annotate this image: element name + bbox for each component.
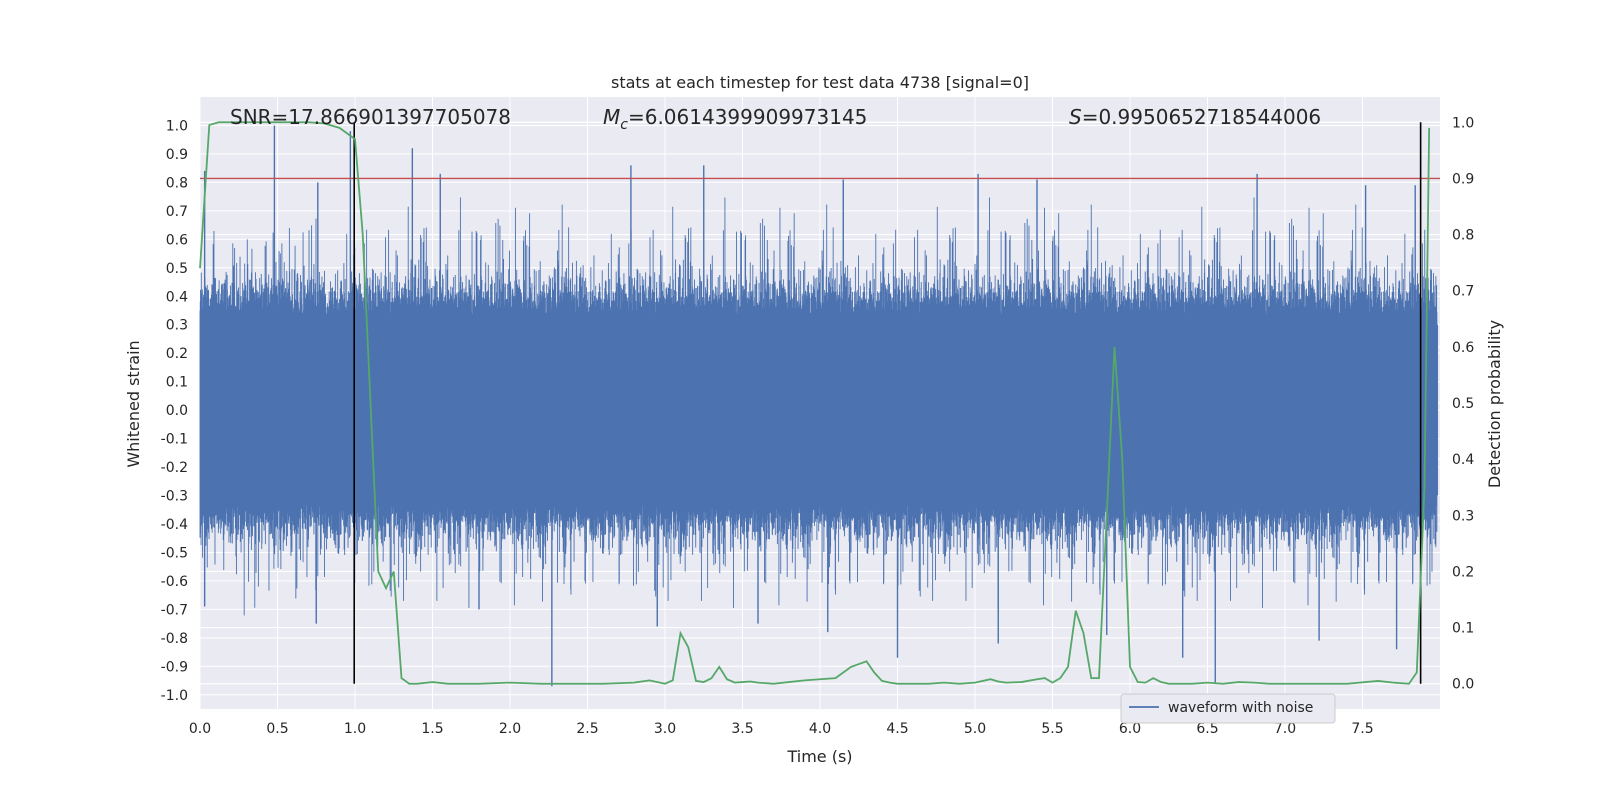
x-axis-label: Time (s) bbox=[786, 747, 852, 766]
y2-tick-label-3: 0.7 bbox=[1452, 284, 1474, 300]
legend: waveform with noise bbox=[1120, 693, 1336, 724]
y2-tick-label-5: 0.5 bbox=[1452, 396, 1474, 412]
s-symbol: S bbox=[1069, 105, 1082, 129]
y2-tick-label-10: 0.0 bbox=[1452, 677, 1474, 693]
y-tick-label-6: 0.4 bbox=[166, 289, 188, 305]
x-tick-label-1: 0.5 bbox=[266, 721, 288, 737]
y-tick-label-14: -0.4 bbox=[161, 517, 188, 533]
y2-tick-label-8: 0.2 bbox=[1452, 564, 1474, 580]
y-tick-label-2: 0.8 bbox=[166, 175, 188, 191]
waveform-core bbox=[200, 324, 1438, 496]
y-tick-label-15: -0.5 bbox=[161, 545, 188, 561]
x-tick-label-3: 1.5 bbox=[421, 721, 443, 737]
y-tick-label-13: -0.3 bbox=[161, 489, 188, 505]
legend-box bbox=[1120, 693, 1336, 724]
chirp-mass-subscript: c bbox=[620, 117, 628, 133]
s-annotation: S=0.9950652718544006 bbox=[1069, 105, 1321, 129]
plot-series bbox=[199, 121, 1440, 687]
x-axis-ticks: 0.0 0.5 1.0 1.5 2.0 2.5 3.0 3.5 4.0 4.5 5.0 5.5 6.0 6… bbox=[189, 721, 1374, 737]
y-tick-label-4: 0.6 bbox=[166, 232, 188, 248]
y2-tick-label-1: 0.9 bbox=[1452, 171, 1474, 187]
y-tick-label-10: 0.0 bbox=[166, 403, 188, 419]
y2-tick-label-6: 0.4 bbox=[1452, 452, 1474, 468]
x-tick-label-4: 2.0 bbox=[499, 721, 521, 737]
y2-axis-label: Detection probability bbox=[1485, 320, 1504, 488]
y-tick-label-16: -0.6 bbox=[161, 574, 188, 590]
y2-tick-label-9: 0.1 bbox=[1452, 621, 1474, 637]
y-tick-label-19: -0.9 bbox=[161, 659, 188, 675]
y-tick-label-18: -0.8 bbox=[161, 631, 188, 647]
y-tick-label-9: 0.1 bbox=[166, 375, 188, 391]
y-tick-label-7: 0.3 bbox=[166, 318, 188, 334]
snr-annotation: SNR=17.866901397705078 bbox=[230, 105, 511, 129]
x-tick-label-14: 7.0 bbox=[1274, 721, 1296, 737]
chart-title: stats at each timestep for test data 473… bbox=[611, 73, 1029, 92]
y-tick-label-12: -0.2 bbox=[161, 460, 188, 476]
y2-tick-label-2: 0.8 bbox=[1452, 228, 1474, 244]
s-value: =0.9950652718544006 bbox=[1082, 105, 1321, 129]
y-tick-label-20: -1.0 bbox=[161, 688, 188, 704]
x-tick-label-12: 6.0 bbox=[1119, 721, 1141, 737]
x-tick-label-8: 4.0 bbox=[809, 721, 831, 737]
x-tick-label-7: 3.5 bbox=[731, 721, 753, 737]
x-tick-label-5: 2.5 bbox=[576, 721, 598, 737]
y-tick-label-0: 1.0 bbox=[166, 118, 188, 134]
y-tick-label-1: 0.9 bbox=[166, 147, 188, 163]
legend-label: waveform with noise bbox=[1168, 700, 1313, 716]
chirp-mass-annotation: Mc=6.0614399909973145 bbox=[603, 105, 867, 133]
y-axis-ticks: 1.0 0.9 0.8 0.7 0.6 0.5 0.4 0.3 0.2 0.1 0.0 -0.1 -0.… bbox=[161, 118, 188, 703]
y2-axis-ticks: 1.0 0.9 0.8 0.7 0.6 0.5 0.4 0.3 0.2 0.1 0.0 bbox=[1452, 115, 1474, 692]
y-tick-label-11: -0.1 bbox=[161, 432, 188, 448]
y2-tick-label-4: 0.6 bbox=[1452, 340, 1474, 356]
y-axis-label: Whitened strain bbox=[124, 340, 143, 467]
x-tick-label-15: 7.5 bbox=[1351, 721, 1373, 737]
x-tick-label-9: 4.5 bbox=[886, 721, 908, 737]
x-tick-label-13: 6.5 bbox=[1196, 721, 1218, 737]
x-tick-label-0: 0.0 bbox=[189, 721, 211, 737]
x-tick-label-6: 3.0 bbox=[654, 721, 676, 737]
y-tick-label-17: -0.7 bbox=[161, 602, 188, 618]
y2-tick-label-7: 0.3 bbox=[1452, 508, 1474, 524]
detection-probability-line bbox=[199, 121, 1431, 685]
x-tick-label-11: 5.5 bbox=[1041, 721, 1063, 737]
y-tick-label-8: 0.2 bbox=[166, 346, 188, 362]
chirp-mass-value: =6.0614399909973145 bbox=[628, 105, 867, 129]
chirp-mass-symbol: M bbox=[603, 105, 620, 129]
y2-tick-label-0: 1.0 bbox=[1452, 115, 1474, 131]
x-tick-label-2: 1.0 bbox=[344, 721, 366, 737]
x-tick-label-10: 5.0 bbox=[964, 721, 986, 737]
y-tick-label-3: 0.7 bbox=[166, 204, 188, 220]
waveform-series bbox=[199, 125, 1438, 687]
y-tick-label-5: 0.5 bbox=[166, 261, 188, 277]
